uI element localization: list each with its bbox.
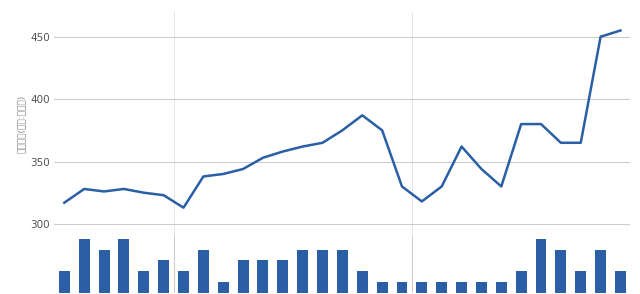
Bar xyxy=(536,239,547,293)
Bar xyxy=(317,250,328,293)
Bar xyxy=(257,260,268,293)
Bar xyxy=(218,282,228,293)
Bar xyxy=(118,239,129,293)
Bar xyxy=(436,282,447,293)
Bar xyxy=(158,260,169,293)
Bar xyxy=(198,250,209,293)
Bar xyxy=(556,250,566,293)
Bar xyxy=(575,271,586,293)
Bar xyxy=(297,250,308,293)
Bar xyxy=(277,260,288,293)
Bar xyxy=(178,271,189,293)
Y-axis label: 거래금액(단위:백만원): 거래금액(단위:백만원) xyxy=(17,95,26,153)
Bar xyxy=(337,250,348,293)
Bar xyxy=(595,250,606,293)
Bar xyxy=(476,282,487,293)
Bar xyxy=(99,250,109,293)
Bar xyxy=(357,271,368,293)
Bar xyxy=(377,282,388,293)
Bar xyxy=(496,282,507,293)
Bar xyxy=(397,282,408,293)
Bar xyxy=(417,282,428,293)
Bar xyxy=(237,260,248,293)
Bar xyxy=(615,271,626,293)
Bar xyxy=(138,271,149,293)
Bar xyxy=(79,239,90,293)
Bar xyxy=(59,271,70,293)
Bar xyxy=(456,282,467,293)
Bar xyxy=(516,271,527,293)
